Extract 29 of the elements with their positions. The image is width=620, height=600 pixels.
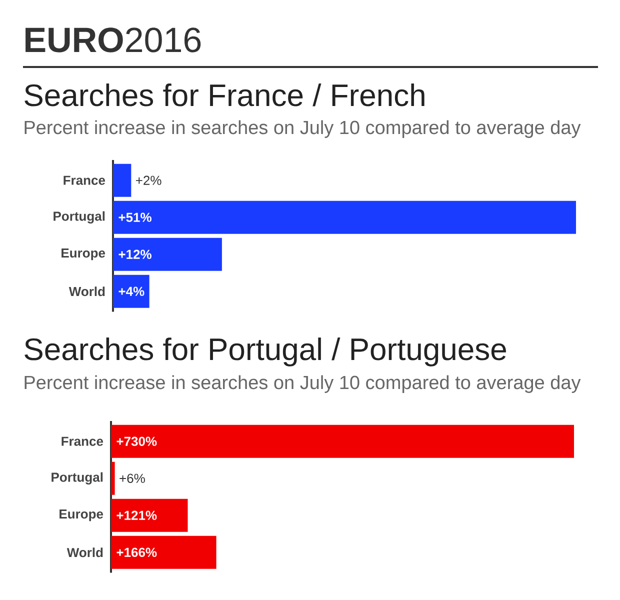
bar [113, 164, 132, 197]
chart-title: Searches for Portugal / Portuguese [24, 338, 506, 366]
y-tick-label: Portugal [52, 472, 103, 484]
y-tick-label: Europe [60, 510, 104, 522]
y-tick-label: World [66, 548, 103, 558]
bar [111, 424, 574, 458]
data-label: +166% [116, 548, 157, 557]
bar [113, 200, 576, 234]
y-tick-label: World [68, 286, 105, 296]
y-tick-label: France [62, 436, 104, 446]
bar [113, 274, 150, 308]
y-tick-label: France [64, 176, 106, 185]
data-label: +730% [116, 436, 157, 446]
bar [111, 536, 216, 569]
bar [113, 238, 222, 271]
data-label: +12% [118, 250, 152, 259]
data-label: +6% [120, 474, 145, 483]
data-label: +4% [118, 286, 144, 296]
chart-subtitle: Percent increase in searches on July 10 compared to average day [24, 375, 581, 393]
y-tick-label: Portugal [54, 211, 105, 224]
chart-title: Searches for France / French [24, 84, 424, 106]
text: EURO2016 [26, 28, 201, 52]
bar [111, 462, 115, 495]
data-label: +51% [118, 212, 152, 222]
data-label: +121% [116, 510, 157, 520]
chart-subtitle: Percent increase in searches on July 10 compared to average day [24, 120, 581, 138]
data-label: +2% [136, 176, 162, 185]
bar [111, 498, 188, 532]
y-tick-label: Europe [62, 248, 106, 260]
